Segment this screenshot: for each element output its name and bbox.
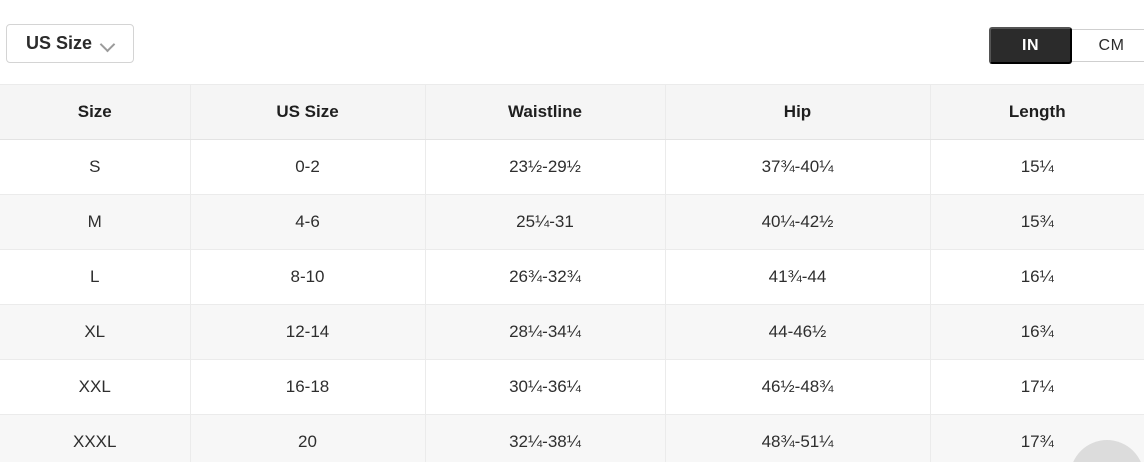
cell-waistline: 25¼-31 [424, 194, 666, 250]
column-header-size: Size [0, 84, 191, 140]
cell-hip: 37¾-40¼ [664, 139, 931, 195]
table-row: XL 12-14 28¼-34¼ 44-46½ 16¾ [0, 304, 1144, 360]
table-row: XXL 16-18 30¼-36¼ 46½-48¾ 17¼ [0, 359, 1144, 415]
column-header-length: Length [929, 84, 1144, 140]
cell-size: S [0, 139, 191, 195]
cell-us-size: 4-6 [189, 194, 426, 250]
cell-hip: 44-46½ [664, 304, 931, 360]
cell-hip: 46½-48¾ [664, 359, 931, 415]
floating-action-button[interactable] [1070, 440, 1144, 462]
cell-hip: 40¼-42½ [664, 194, 931, 250]
column-header-waistline: Waistline [424, 84, 666, 140]
cell-us-size: 0-2 [189, 139, 426, 195]
cell-waistline: 26¾-32¾ [424, 249, 666, 305]
cell-us-size: 12-14 [189, 304, 426, 360]
unit-toggle-in[interactable]: IN [989, 27, 1072, 64]
table-header-row: Size US Size Waistline Hip Length [0, 84, 1144, 140]
unit-toggle: IN CM [989, 27, 1144, 64]
size-standard-dropdown[interactable]: US Size [6, 24, 134, 63]
cell-waistline: 32¼-38¼ [424, 414, 666, 462]
cell-us-size: 20 [189, 414, 426, 462]
cell-size: XL [0, 304, 191, 360]
size-chart-toolbar: US Size IN CM [0, 0, 1144, 84]
column-header-hip: Hip [664, 84, 931, 140]
cell-us-size: 16-18 [189, 359, 426, 415]
table-row: XXXL 20 32¼-38¼ 48¾-51¼ 17¾ [0, 414, 1144, 462]
cell-size: XXL [0, 359, 191, 415]
cell-size: M [0, 194, 191, 250]
cell-hip: 48¾-51¼ [664, 414, 931, 462]
cell-length: 16¾ [929, 304, 1144, 360]
table-row: L 8-10 26¾-32¾ 41¾-44 16¼ [0, 249, 1144, 305]
cell-hip: 41¾-44 [664, 249, 931, 305]
cell-waistline: 23½-29½ [424, 139, 666, 195]
column-header-us-size: US Size [189, 84, 426, 140]
table-row: S 0-2 23½-29½ 37¾-40¼ 15¼ [0, 139, 1144, 195]
cell-length: 17¼ [929, 359, 1144, 415]
cell-length: 15¾ [929, 194, 1144, 250]
cell-waistline: 28¼-34¼ [424, 304, 666, 360]
cell-size: XXXL [0, 414, 191, 462]
chevron-down-icon [101, 35, 114, 48]
table-row: M 4-6 25¼-31 40¼-42½ 15¾ [0, 194, 1144, 250]
cell-size: L [0, 249, 191, 305]
size-chart-table: Size US Size Waistline Hip Length S 0-2 … [0, 84, 1144, 462]
unit-toggle-cm[interactable]: CM [1070, 29, 1144, 62]
cell-length: 15¼ [929, 139, 1144, 195]
size-standard-dropdown-label: US Size [25, 33, 93, 53]
cell-waistline: 30¼-36¼ [424, 359, 666, 415]
cell-us-size: 8-10 [189, 249, 426, 305]
cell-length: 16¼ [929, 249, 1144, 305]
